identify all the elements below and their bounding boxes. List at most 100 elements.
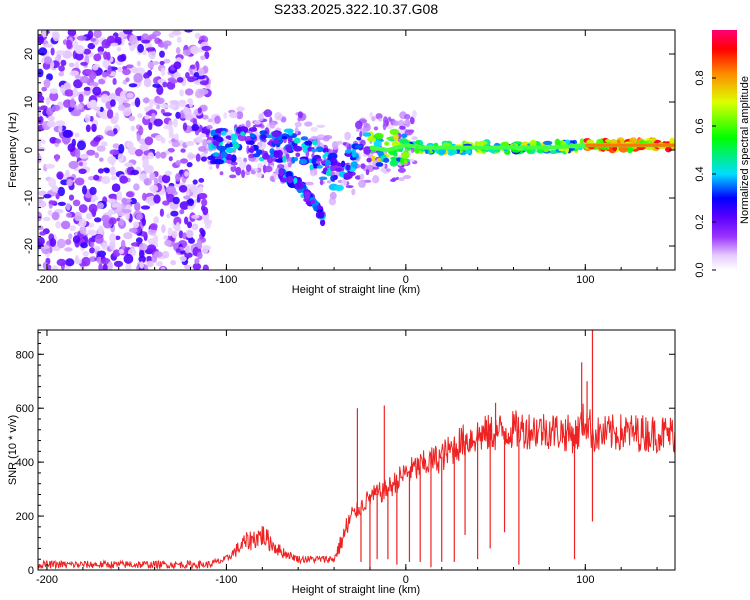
halo-blob [355, 120, 363, 130]
spectrogram-x-tick-label: -200 [36, 274, 58, 286]
noise-blob [41, 86, 47, 92]
spectrogram-y-tick-label: 10 [23, 96, 35, 108]
halo-blob [314, 168, 318, 176]
noise-blob [38, 142, 42, 148]
colorbar-tick-label: 0.0 [694, 262, 706, 277]
noise-blob [108, 209, 115, 215]
noise-blob [116, 190, 123, 201]
noise-blob [198, 88, 209, 95]
noise-blob [86, 149, 96, 156]
noise-blob [184, 245, 190, 254]
noise-blob [66, 39, 73, 50]
snr-frame [37, 329, 676, 571]
signal-blob [212, 140, 220, 146]
noise-blob [174, 133, 179, 141]
spectrogram-marks [38, 30, 675, 270]
halo-blob [223, 112, 228, 119]
noise-blob [168, 156, 173, 162]
noise-blob [107, 155, 117, 165]
halo-blob [329, 191, 337, 200]
noise-blob [89, 186, 97, 196]
signal-blob [273, 138, 279, 144]
noise-blob [169, 100, 179, 105]
noise-blob [180, 148, 186, 153]
signal-blob [220, 130, 227, 136]
noise-blob [187, 198, 195, 207]
noise-blob [82, 250, 89, 257]
noise-blob [80, 61, 88, 66]
noise-blob [178, 101, 187, 107]
noise-blob [47, 115, 56, 122]
noise-blob [130, 125, 136, 132]
noise-blob [148, 122, 153, 131]
noise-blob [39, 231, 47, 236]
noise-blob [183, 106, 190, 116]
noise-blob [137, 113, 143, 119]
signal-blob [393, 133, 399, 142]
snr-axes: -200 -100 0 100 0 200 400 600 800 [16, 330, 675, 586]
halo-blob [263, 109, 273, 118]
noise-blob [136, 60, 141, 67]
noise-blob [117, 104, 126, 111]
noise-blob [179, 255, 187, 262]
noise-blob [50, 47, 55, 56]
signal-blob [477, 140, 488, 146]
noise-blob [123, 232, 133, 240]
halo-blob [236, 110, 244, 120]
noise-blob [202, 138, 208, 149]
noise-blob [93, 106, 101, 111]
noise-blob [79, 75, 90, 84]
signal-blob [282, 155, 287, 163]
noise-blob [128, 115, 136, 122]
noise-blob [87, 42, 96, 50]
noise-blob [70, 110, 81, 117]
branch-blob [303, 197, 311, 203]
noise-blob [167, 227, 173, 237]
noise-blob [142, 192, 147, 201]
noise-blob [55, 221, 61, 229]
noise-blob [183, 195, 191, 200]
noise-blob [94, 234, 104, 244]
halo-blob [345, 185, 354, 189]
signal-blob [333, 184, 344, 191]
halo-blob [254, 168, 259, 172]
signal-blob [373, 140, 382, 148]
halo-blob [375, 113, 383, 120]
noise-blob [94, 217, 102, 223]
noise-blob [148, 200, 154, 206]
noise-blob [149, 184, 159, 193]
noise-blob [48, 200, 58, 205]
noise-blob [190, 185, 198, 193]
noise-blob [74, 177, 85, 186]
noise-blob [85, 212, 93, 220]
signal-blob [366, 157, 372, 163]
branch-blob [310, 199, 316, 205]
signal-blob [248, 140, 255, 146]
noise-blob [49, 238, 57, 247]
noise-blob [93, 30, 102, 39]
noise-blob [192, 262, 202, 270]
noise-blob [38, 106, 44, 111]
noise-blob [198, 185, 204, 194]
signal-blob [300, 136, 309, 141]
snr-x-tick-label: -200 [36, 574, 58, 586]
noise-blob [102, 59, 110, 69]
halo-blob [323, 135, 333, 140]
snr-y-tick-label: 400 [16, 457, 34, 469]
noise-blob [129, 197, 137, 205]
noise-blob [114, 36, 122, 43]
noise-blob [142, 49, 147, 56]
spectrogram-x-tick-label: -100 [215, 274, 237, 286]
signal-blob [212, 152, 220, 157]
halo-blob [373, 126, 379, 131]
noise-blob [202, 264, 209, 270]
halo-blob [392, 120, 400, 126]
halo-blob [344, 131, 351, 141]
signal-blob [376, 157, 382, 162]
signal-blob [238, 126, 249, 134]
signal-blob [355, 144, 363, 149]
noise-blob [46, 120, 56, 128]
noise-blob [175, 222, 181, 231]
noise-blob [93, 174, 100, 181]
noise-blob [112, 78, 117, 85]
